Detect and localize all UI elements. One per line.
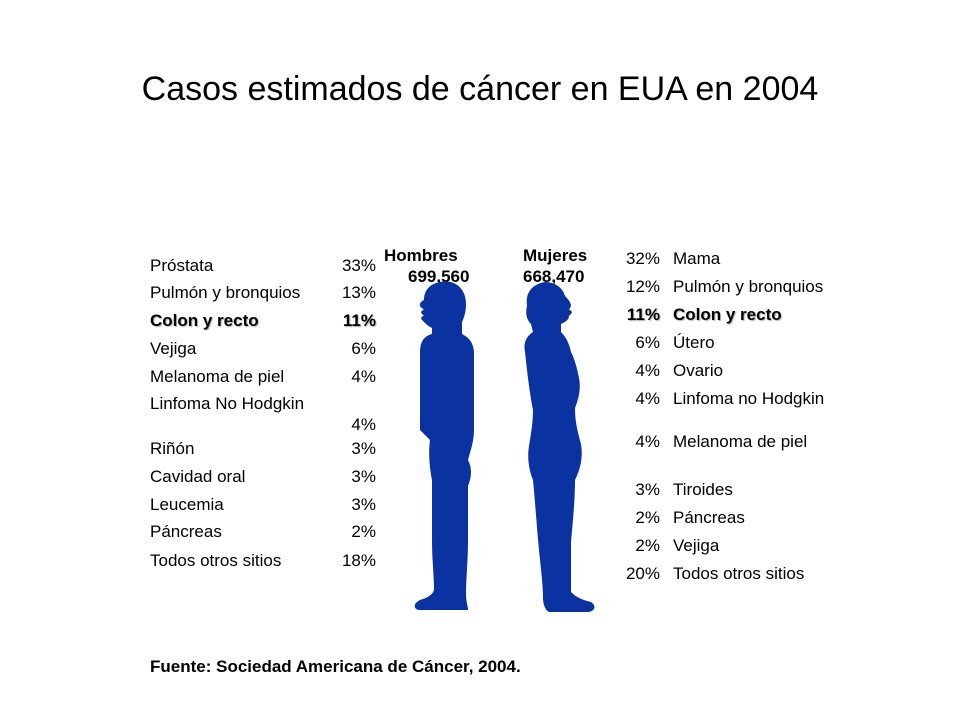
men-header-total: 699,560 <box>408 267 470 286</box>
women-row-pct: 20% <box>625 564 660 583</box>
men-row-pct: 4% <box>351 415 376 434</box>
men-row-label: Páncreas <box>150 522 222 541</box>
men-row-pct: 33% <box>341 256 376 275</box>
men-row-label: Colon y recto <box>150 311 259 330</box>
women-row-label: Colon y recto <box>673 305 782 324</box>
women-row-pct: 32% <box>625 249 660 268</box>
men-row-label: Leucemia <box>150 495 224 514</box>
women-row-label: Ovario <box>673 361 724 380</box>
women-row-pct: 4% <box>635 389 660 408</box>
men-row-pct: 3% <box>351 495 376 514</box>
men-row-label: Todos otros sitios <box>150 551 282 570</box>
women-row-pct: 2% <box>635 536 660 555</box>
men-row-label: Riñón <box>150 439 195 458</box>
men-row-label: Vejiga <box>150 339 197 358</box>
women-row-label: Linfoma no Hodgkin <box>673 389 825 408</box>
women-row-label: Melanoma de piel <box>673 432 808 451</box>
men-row-label: Linfoma No Hodgkin <box>150 394 305 413</box>
male-silhouette-icon <box>414 281 474 610</box>
women-row-pct: 3% <box>635 480 660 499</box>
men-row-pct: 18% <box>341 551 376 570</box>
slide-title: Casos estimados de cáncer en EUA en 2004 <box>141 70 819 108</box>
men-row-pct: 6% <box>351 339 376 358</box>
women-row-pct: 6% <box>635 333 660 352</box>
women-row-pct: 4% <box>635 361 660 380</box>
women-row-pct: 4% <box>635 432 660 451</box>
women-header: Mujeres 668,470 <box>523 245 587 287</box>
men-row-pct: 13% <box>341 283 376 302</box>
women-row-label: Todos otros sitios <box>673 564 805 583</box>
women-header-label: Mujeres <box>523 246 588 265</box>
men-header: Hombres 699,560 <box>384 245 469 287</box>
men-row-label: Pulmón y bronquios <box>150 283 301 302</box>
men-row-label: Próstata <box>150 256 214 275</box>
women-row-pct: 2% <box>635 508 660 527</box>
men-row-pct: 11% <box>342 311 376 330</box>
men-row-label: Melanoma de piel <box>150 367 285 386</box>
women-row-label: Páncreas <box>673 508 745 527</box>
women-row-label: Tiroides <box>673 480 733 499</box>
men-row-pct: 4% <box>351 367 376 386</box>
women-row-label: Pulmón y bronquios <box>673 277 824 296</box>
women-header-total: 668,470 <box>523 267 585 286</box>
women-row-label: Mama <box>673 249 721 268</box>
female-silhouette-icon <box>524 282 595 612</box>
women-row-pct: 12% <box>625 277 660 296</box>
women-row-label: Útero <box>673 333 715 352</box>
men-row-pct: 3% <box>351 467 376 486</box>
women-row-label: Vejiga <box>673 536 720 555</box>
men-header-label: Hombres <box>384 246 458 265</box>
men-row-pct: 2% <box>351 522 376 541</box>
source-note: Fuente: Sociedad Americana de Cáncer, 20… <box>150 657 521 676</box>
men-row-label: Cavidad oral <box>150 467 246 486</box>
women-row-pct: 11% <box>626 305 660 324</box>
men-row-pct: 3% <box>351 439 376 458</box>
